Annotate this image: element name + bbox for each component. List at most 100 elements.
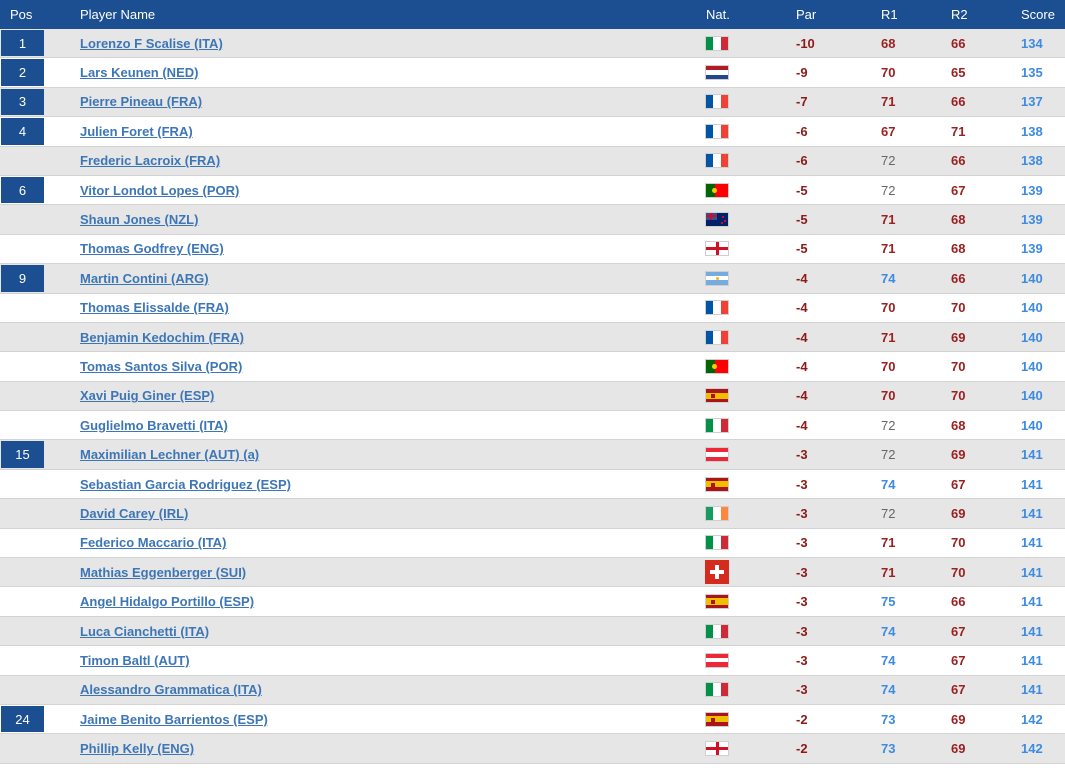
player-name-link[interactable]: Pierre Pineau (FRA) [80, 94, 203, 110]
position-cell: 3 [1, 88, 44, 116]
table-row: Sebastian Garcia Rodriguez (ESP) -3 74 6… [0, 469, 1065, 500]
round-1-cell: 70 [881, 65, 896, 81]
par-cell: -2 [796, 741, 808, 757]
spain-flag-icon [705, 594, 729, 610]
player-name-link[interactable]: Lars Keunen (NED) [80, 65, 199, 81]
nationality-cell [705, 352, 729, 380]
header-par: Par [796, 7, 817, 22]
score-cell: 139 [1021, 241, 1043, 257]
par-cell: -4 [796, 358, 808, 374]
player-name-link[interactable]: Benjamin Kedochim (FRA) [80, 329, 244, 345]
round-1-cell: 72 [881, 153, 896, 169]
ireland-flag-icon [705, 505, 729, 521]
player-name-link[interactable]: Timon Baltl (AUT) [80, 652, 190, 668]
round-1-cell: 72 [881, 417, 896, 433]
header-player-name: Player Name [80, 7, 156, 22]
header-round-2: R2 [951, 7, 968, 22]
player-name-link[interactable]: Thomas Godfrey (ENG) [80, 241, 224, 257]
position-cell [1, 677, 44, 703]
nationality-cell [705, 147, 729, 175]
player-name-cell: Vitor Londot Lopes (POR) [80, 176, 243, 204]
round-2-cell: 69 [951, 329, 966, 345]
nationality-cell [705, 29, 729, 57]
player-name-cell: Lorenzo F Scalise (ITA) [80, 29, 226, 57]
player-name-link[interactable]: Mathias Eggenberger (SUI) [80, 564, 247, 580]
round-1-cell: 67 [881, 123, 896, 139]
table-row: Shaun Jones (NZL) -5 71 68 139 [0, 205, 1065, 235]
round-2-cell: 70 [951, 300, 966, 316]
player-name-link[interactable]: Frederic Lacroix (FRA) [80, 153, 221, 169]
score-cell: 142 [1021, 741, 1043, 757]
player-name-link[interactable]: Julien Foret (FRA) [80, 123, 193, 139]
nationality-cell [705, 117, 729, 145]
player-name-link[interactable]: Xavi Puig Giner (ESP) [80, 388, 215, 404]
round-2-cell: 67 [951, 652, 966, 668]
player-name-link[interactable]: Sebastian Garcia Rodriguez (ESP) [80, 476, 291, 492]
player-name-link[interactable]: Tomas Santos Silva (POR) [80, 358, 243, 374]
player-name-link[interactable]: Alessandro Grammatica (ITA) [80, 682, 262, 698]
round-1-cell: 74 [881, 270, 896, 286]
score-cell: 141 [1021, 652, 1043, 668]
round-1-cell: 72 [881, 505, 896, 521]
table-row: 2 Lars Keunen (NED) -9 70 65 135 [0, 58, 1065, 88]
round-2-cell: 66 [951, 94, 966, 110]
nationality-cell [705, 235, 729, 263]
par-cell: -3 [796, 623, 808, 639]
player-name-link[interactable]: Federico Maccario (ITA) [80, 535, 227, 551]
player-name-link[interactable]: Shaun Jones (NZL) [80, 212, 199, 228]
nationality-cell [705, 411, 729, 439]
round-2-cell: 66 [951, 153, 966, 169]
table-row: Angel Hidalgo Portillo (ESP) -3 75 66 14… [0, 587, 1065, 617]
player-name-link[interactable]: Jaime Benito Barrientos (ESP) [80, 711, 268, 727]
player-name-link[interactable]: Maximilian Lechner (AUT) (a) [80, 447, 260, 463]
score-cell: 141 [1021, 447, 1043, 463]
par-cell: -3 [796, 652, 808, 668]
player-name-link[interactable]: Thomas Elissalde (FRA) [80, 300, 229, 316]
round-2-cell: 68 [951, 212, 966, 228]
player-name-link[interactable]: Luca Cianchetti (ITA) [80, 623, 210, 639]
round-1-cell: 71 [881, 564, 896, 580]
round-1-cell: 72 [881, 182, 896, 198]
round-2-cell: 67 [951, 682, 966, 698]
player-name-link[interactable]: Guglielmo Bravetti (ITA) [80, 417, 228, 433]
france-flag-icon [705, 123, 729, 139]
england-flag-icon [705, 741, 729, 757]
table-row: Guglielmo Bravetti (ITA) -4 72 68 140 [0, 411, 1065, 441]
nationality-cell [705, 705, 729, 733]
round-2-cell: 67 [951, 476, 966, 492]
argentina-flag-icon [705, 270, 729, 286]
score-cell: 141 [1021, 682, 1043, 698]
par-cell: -3 [796, 505, 808, 521]
nationality-cell [705, 440, 729, 468]
player-name-cell: Luca Cianchetti (ITA) [80, 617, 213, 645]
table-row: Mathias Eggenberger (SUI) -3 71 70 141 [0, 558, 1065, 588]
table-row: 9 Martin Contini (ARG) -4 74 66 140 [0, 264, 1065, 294]
position-cell [1, 353, 44, 379]
score-cell: 134 [1021, 35, 1043, 51]
player-name-link[interactable]: Lorenzo F Scalise (ITA) [80, 35, 223, 51]
par-cell: -4 [796, 270, 808, 286]
player-name-cell: Xavi Puig Giner (ESP) [80, 382, 218, 410]
position-cell: 24 [1, 705, 44, 733]
position-cell: 2 [1, 59, 44, 86]
player-name-link[interactable]: Martin Contini (ARG) [80, 270, 209, 286]
player-name-cell: Angel Hidalgo Portillo (ESP) [80, 587, 258, 615]
round-1-cell: 71 [881, 241, 896, 257]
par-cell: -3 [796, 476, 808, 492]
player-name-link[interactable]: David Carey (IRL) [80, 505, 189, 521]
player-name-cell: Thomas Godfrey (ENG) [80, 235, 227, 263]
player-name-cell: Lars Keunen (NED) [80, 58, 202, 86]
round-1-cell: 71 [881, 212, 896, 228]
round-2-cell: 66 [951, 594, 966, 610]
nationality-cell [705, 587, 729, 615]
player-name-link[interactable]: Phillip Kelly (ENG) [80, 741, 195, 757]
player-name-link[interactable]: Vitor Londot Lopes (POR) [80, 182, 240, 198]
round-1-cell: 73 [881, 741, 896, 757]
position-cell [1, 500, 44, 526]
position-cell [1, 735, 44, 761]
italy-flag-icon [705, 417, 729, 433]
round-2-cell: 70 [951, 564, 966, 580]
player-name-link[interactable]: Angel Hidalgo Portillo (ESP) [80, 594, 255, 610]
score-cell: 140 [1021, 329, 1043, 345]
nationality-cell [705, 294, 729, 322]
